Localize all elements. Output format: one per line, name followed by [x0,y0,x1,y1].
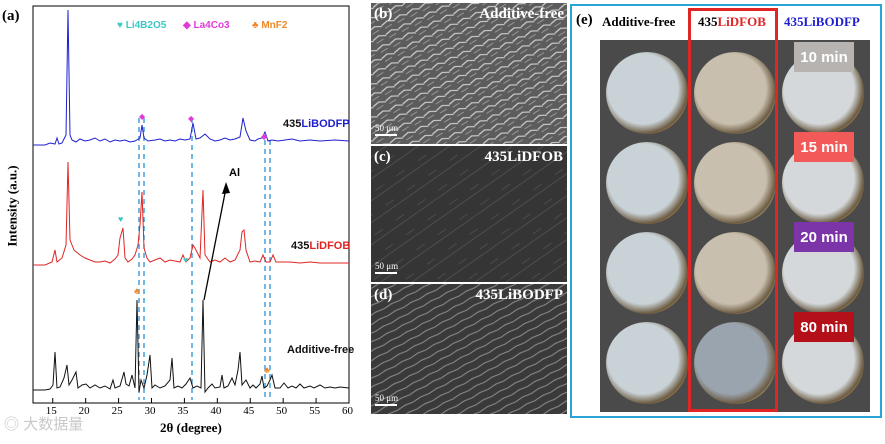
photo-additive-free [606,322,688,404]
x-tick-label: 25 [111,405,123,417]
watermark: ◎ 大数据量 [4,413,83,434]
xrd-plot: ♥ ♥ ◆ ◆ ◆ ♣ ♣ [32,5,350,404]
li4b2o5-marker: ♥ [118,214,123,224]
sem-image-lidfob: (c) 435LiDFOB 50 μm [371,146,567,282]
la4co3-marker: ◆ [139,112,146,121]
heart-icon: ♥ [117,20,123,31]
trace-name: LiBODFP [301,118,350,130]
trace-prefix: 435 [283,118,302,130]
x-tick-label: 30 [144,405,156,417]
plot-frame [32,5,350,404]
scalebar-line [375,404,397,406]
legend-mnf2: ♣ MnF2 [252,20,287,31]
panel-c-title: 435LiDFOB [484,149,563,165]
time-badge: 10 min [794,42,854,72]
x-axis-label: 2θ (degree) [160,420,222,435]
legend-li4b2o5-text: Li4B2O5 [125,20,167,31]
scalebar-text: 50 μm [375,261,399,271]
x-tick-label: 55 [309,405,321,417]
col-header-lidfob: 435LiDFOB [698,14,766,30]
scalebar-line [375,134,397,136]
trace-lidfob [33,161,349,266]
legend-la4co3: ◆ La4Co3 [183,20,230,31]
lidfob-highlight-box [688,8,778,412]
col-header-name: LiDFOB [717,14,766,29]
logo-icon: ◎ [4,416,20,433]
reference-dashed-lines [138,118,271,400]
time-badge: 15 min [794,132,854,162]
mnf2-marker: ♣ [264,365,270,375]
x-tick-label: 20 [78,405,90,417]
x-tick-label: 60 [342,405,353,417]
time-badge: 20 min [794,222,854,252]
panel-d-label: (d) [374,287,393,303]
photo-lidfob [694,52,776,134]
trace-name: Additive-free [287,344,355,356]
photo-lidfob [694,142,776,224]
photo-additive-free [606,232,688,314]
scalebar-b: 50 μm [375,123,398,136]
club-icon: ♣ [252,20,259,31]
trace-label-additive-free: Additive-free [287,344,354,356]
y-axis-label: Intensity (a.u.) [4,165,20,247]
la4co3-marker: ◆ [261,132,268,141]
li4b2o5-marker: ♥ [183,255,188,265]
photo-lidfob [694,232,776,314]
photo-additive-free [606,52,688,134]
watermark-text: 大数据量 [23,416,84,433]
time-badge: 80 min [794,312,854,342]
sem-texture [371,284,567,414]
legend-la4co3-text: La4Co3 [193,20,230,31]
sem-image-additive-free: (b) Additive-free 50 μm [371,3,567,144]
col-header-prefix: 435 [698,14,718,29]
panel-e-label: (e) [576,12,593,28]
photo-additive-free [606,142,688,224]
la4co3-marker: ◆ [188,114,195,123]
trace-libodfp [33,9,350,146]
legend-mnf2-text: MnF2 [261,20,288,31]
mnf2-marker: ♣ [134,286,140,296]
scalebar-d: 50 μm [375,393,398,406]
scalebar-line [375,272,397,274]
trace-prefix: 435 [291,240,310,252]
x-axis-ticks [52,398,350,403]
panel-c-label: (c) [374,149,391,165]
scalebar-text: 50 μm [375,393,399,403]
col-header-libodfp: 435LiBODFP [784,14,860,29]
x-tick-label: 45 [243,405,255,417]
legend-li4b2o5: ♥ Li4B2O5 [117,20,166,31]
scalebar-text: 50 μm [375,123,399,133]
photo-lidfob [694,322,776,404]
sem-texture [371,3,567,144]
trace-label-lidfob: 435LiDFOB [291,240,350,252]
photo-panel: (e) Additive-free 435LiDFOB 435LiBODFP 1… [570,4,882,418]
panel-d-title: 435LiBODFP [475,287,563,303]
sem-image-libodfp: (d) 435LiBODFP 50 μm [371,284,567,414]
sem-texture [371,146,567,282]
al-arrow [203,182,230,301]
trace-additive-free [33,299,350,394]
trace-name: LiDFOB [309,240,351,252]
x-tick-label: 40 [210,405,222,417]
xrd-panel: ♥ ♥ ◆ ◆ ◆ ♣ ♣ (a) ♥ Li4B2O5 ◆ La4Co3 ♣ M… [0,0,360,439]
phase-markers: ♥ ♥ ◆ ◆ ◆ ♣ ♣ [118,112,270,375]
panel-b-title: Additive-free [479,6,564,22]
scalebar-c: 50 μm [375,261,398,274]
al-label: Al [229,167,240,179]
col-header-additive-free: Additive-free [602,14,676,29]
x-tick-label: 50 [276,405,288,417]
panel-b-label: (b) [374,6,393,22]
x-tick-label: 35 [177,405,189,417]
diamond-icon: ◆ [183,20,191,31]
x-tick-label: 15 [45,405,57,417]
panel-a-label: (a) [2,8,20,24]
trace-label-libodfp: 435LiBODFP [283,118,350,130]
